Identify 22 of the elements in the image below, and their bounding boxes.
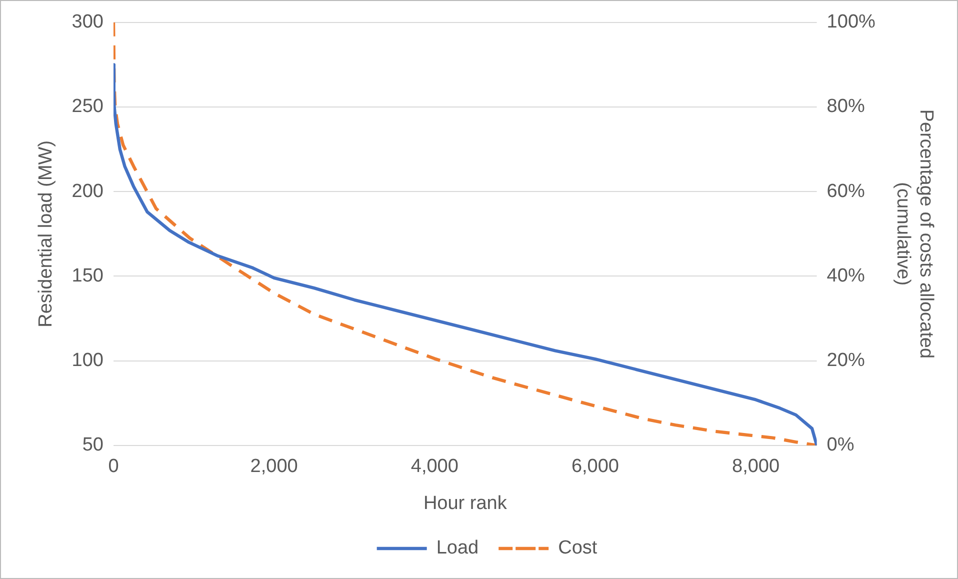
y-tick-label: 50: [82, 434, 104, 456]
y2-tick-label: 60%: [826, 180, 865, 202]
y-tick-label: 150: [72, 265, 104, 286]
x-tick-label: 0: [108, 456, 119, 478]
y-tick-label: 200: [72, 180, 104, 202]
y2-tick-label: 80%: [826, 96, 865, 118]
y2-tick-label: 20%: [826, 350, 865, 372]
x-tick-label: 2,000: [250, 456, 298, 478]
y2-axis-title: Percentage of costs allocated (cumulative): [892, 109, 936, 359]
y-tick-label: 100: [72, 350, 104, 372]
y2-tick-label: 40%: [826, 265, 865, 286]
legend-label: Load: [436, 538, 479, 559]
x-tick-label: 8,000: [732, 456, 780, 478]
y-tick-label: 250: [72, 96, 104, 118]
y-axis-title: Residential load (MW): [36, 140, 57, 328]
x-tick-label: 4,000: [410, 456, 458, 478]
x-axis-title: Hour rank: [423, 492, 508, 514]
y2-tick-label: 0%: [826, 434, 854, 456]
x-tick-label: 6,000: [571, 456, 619, 478]
y2-tick-label: 100%: [826, 12, 876, 33]
y-tick-label: 300: [72, 12, 104, 33]
legend-label: Cost: [558, 538, 598, 559]
